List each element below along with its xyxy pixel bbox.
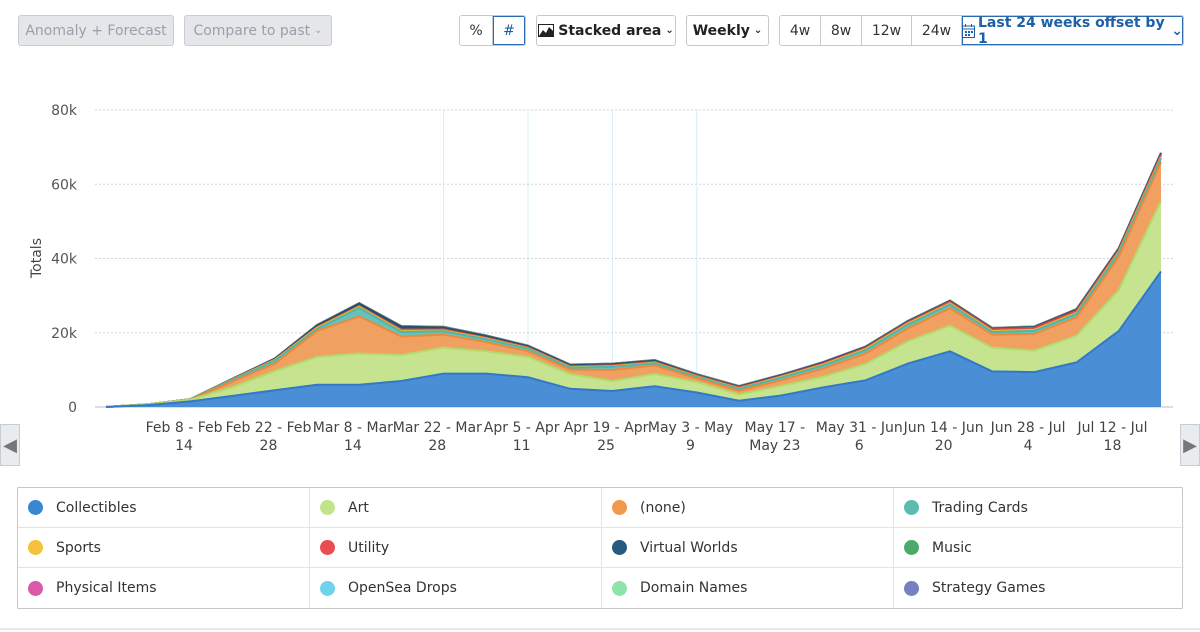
next-page-button[interactable]: ▶ [1180, 424, 1200, 466]
legend-label: Sports [56, 539, 101, 556]
x-tick-label: Mar 8 - Mar 14 [313, 420, 393, 454]
chart-type-label: Stacked area [558, 22, 662, 39]
legend-item[interactable]: Music [894, 528, 1184, 568]
y-axis-label: Totals [29, 238, 45, 279]
legend-dot-icon [612, 580, 627, 596]
legend-dot-icon [320, 500, 335, 515]
count-mode-button[interactable]: # [493, 16, 525, 45]
legend-dot-icon [28, 580, 43, 596]
interval-dropdown[interactable]: Weekly ⌄ [686, 15, 769, 46]
legend-dot-icon [904, 500, 919, 515]
value-mode-toggle: % # [459, 15, 526, 46]
legend-dot-icon [612, 540, 627, 555]
y-axis: 0 20k 40k 60k 80k [51, 103, 78, 416]
y-tick-label: 60k [51, 177, 78, 193]
legend-label: Art [348, 499, 369, 516]
chevron-down-icon: ⌄ [753, 25, 763, 36]
area-chart-icon [538, 24, 555, 37]
y-tick-label: 20k [51, 326, 78, 342]
chevron-down-icon: ⌄ [1171, 22, 1183, 39]
date-range-label: Last 24 weeks offset by 1 [978, 15, 1165, 46]
line-trading-cards [105, 157, 1162, 408]
x-tick-label: Jul 12 - Jul 18 [1076, 420, 1147, 454]
chart-legend: Collectibles Art (none) Trading Cards Sports… [17, 487, 1184, 609]
range-8w-button[interactable]: 8w [821, 16, 862, 45]
legend-dot-icon [904, 540, 919, 555]
legend-dot-icon [320, 580, 335, 596]
legend-item[interactable]: Collectibles [18, 488, 310, 528]
range-4w-button[interactable]: 4w [780, 16, 821, 45]
interval-label: Weekly [692, 22, 750, 39]
area-art [106, 201, 1161, 407]
line-none [105, 161, 1162, 408]
legend-item[interactable]: Utility [310, 528, 602, 568]
previous-page-button[interactable]: ◀ [0, 424, 20, 466]
x-tick-label: May 3 - May 9 [648, 420, 733, 454]
y-tick-label: 80k [51, 103, 78, 119]
legend-dot-icon [28, 500, 43, 515]
legend-label: Domain Names [640, 580, 748, 596]
legend-item[interactable]: Physical Items [18, 568, 310, 608]
legend-dot-icon [320, 540, 335, 555]
chevron-down-icon: ⌄ [665, 25, 674, 36]
anomaly-forecast-label: Anomaly + Forecast [25, 22, 167, 39]
area-collectibles [106, 271, 1161, 407]
compare-to-past-label: Compare to past [193, 22, 311, 39]
legend-dot-icon [904, 580, 919, 596]
legend-dot-icon [612, 500, 627, 515]
x-tick-label: Mar 22 - Mar 28 [393, 420, 482, 454]
legend-item[interactable]: Art [310, 488, 602, 528]
chart-type-dropdown[interactable]: Stacked area ⌄ [536, 15, 676, 46]
legend-item[interactable]: Strategy Games [894, 568, 1184, 608]
legend-label: OpenSea Drops [348, 580, 457, 596]
percent-mode-button[interactable]: % [460, 16, 493, 45]
range-12w-button[interactable]: 12w [862, 16, 912, 45]
y-tick-label: 40k [51, 252, 78, 268]
legend-label: Collectibles [56, 499, 137, 516]
legend-label: Trading Cards [932, 499, 1028, 516]
range-selector: 4w 8w 12w 24w Last 24 weeks offset by 1 … [779, 15, 1184, 46]
chevron-right-icon: ▶ [1183, 434, 1197, 455]
legend-label: Strategy Games [932, 580, 1046, 596]
range-24w-button[interactable]: 24w [912, 16, 962, 45]
chart-areas [105, 152, 1162, 408]
legend-item[interactable]: Virtual Worlds [602, 528, 894, 568]
legend-label: Physical Items [56, 580, 157, 596]
legend-item[interactable]: OpenSea Drops [310, 568, 602, 608]
legend-item[interactable]: (none) [602, 488, 894, 528]
date-range-button[interactable]: Last 24 weeks offset by 1 ⌄ [962, 16, 1183, 45]
line-collectibles [105, 270, 1162, 408]
x-tick-label: Feb 8 - Feb 14 [146, 420, 223, 454]
legend-dot-icon [28, 540, 43, 555]
area-none [106, 162, 1161, 407]
x-tick-label: May 17 -May 23 [745, 420, 806, 454]
legend-label: Music [932, 539, 972, 556]
legend-label: (none) [640, 499, 686, 516]
y-tick-label: 0 [68, 400, 77, 416]
compare-to-past-button[interactable]: Compare to past ⌄ [184, 15, 332, 46]
legend-item[interactable]: Domain Names [602, 568, 894, 608]
chevron-down-icon: ⌄ [314, 25, 323, 36]
x-tick-label: Jun 14 - Jun 20 [903, 420, 984, 454]
legend-label: Utility [348, 539, 390, 556]
x-tick-label: Apr 5 - Apr 11 [484, 420, 560, 454]
legend-item[interactable]: Sports [18, 528, 310, 568]
x-tick-label: May 31 - Jun 6 [816, 420, 903, 454]
chevron-left-icon: ◀ [3, 434, 17, 455]
legend-item[interactable]: Trading Cards [894, 488, 1184, 528]
calendar-icon [962, 23, 975, 38]
anomaly-forecast-button[interactable]: Anomaly + Forecast [18, 15, 174, 46]
legend-label: Virtual Worlds [640, 539, 738, 556]
x-tick-label: Apr 19 - Apr 25 [564, 420, 649, 454]
x-tick-label: Feb 22 - Feb 28 [226, 420, 312, 454]
line-art [105, 200, 1162, 408]
divider [0, 628, 1200, 630]
x-tick-label: Jun 28 - Jul 4 [990, 420, 1066, 454]
